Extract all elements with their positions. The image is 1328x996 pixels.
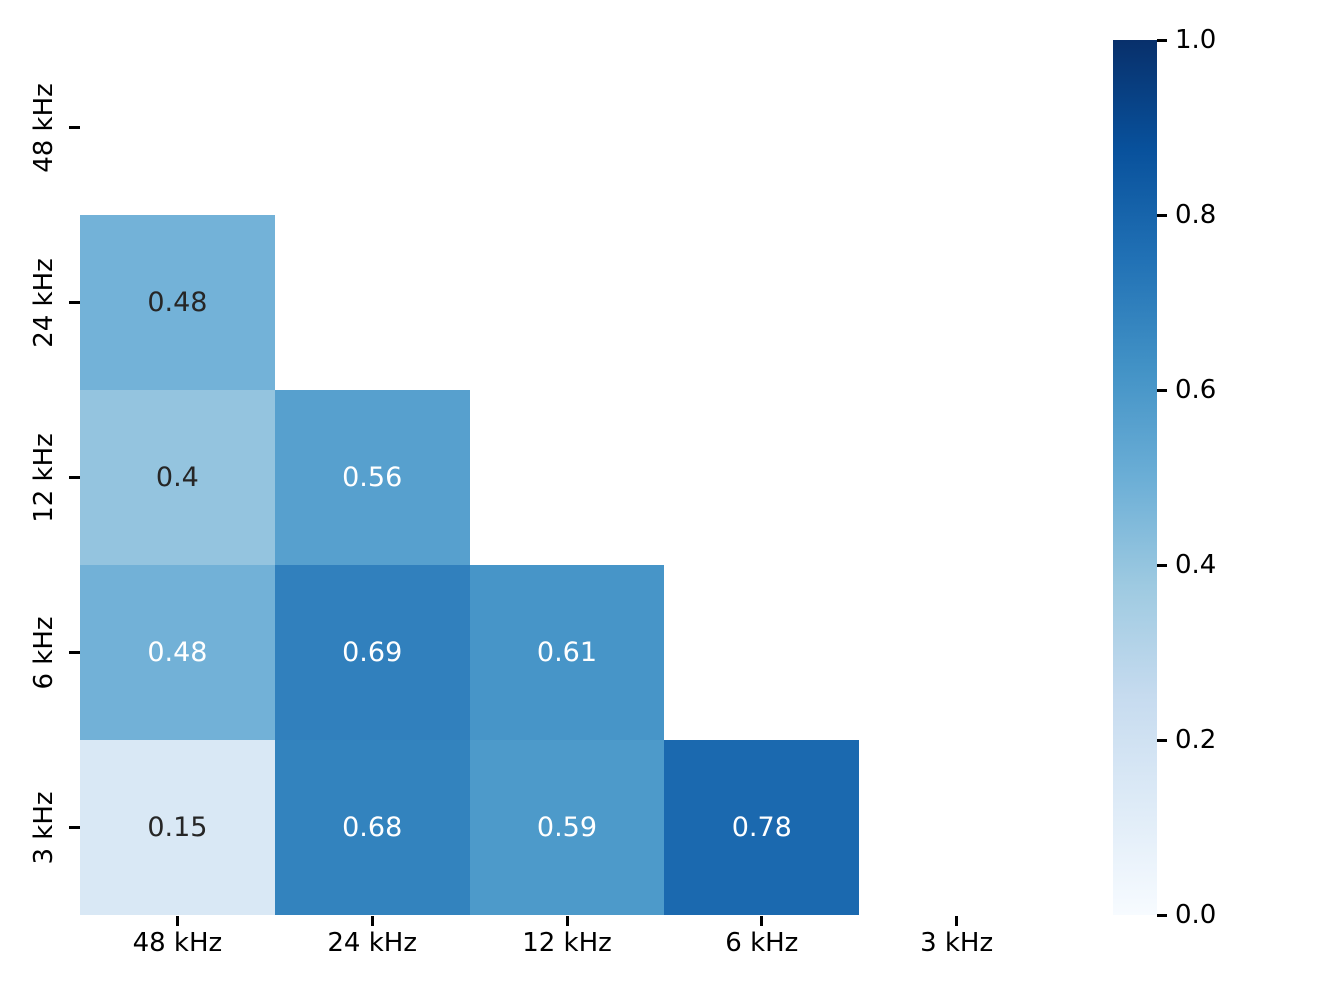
x-tick-mark xyxy=(370,916,374,926)
colorbar-tick-label: 0.8 xyxy=(1175,200,1217,230)
colorbar-tick-label: 1.0 xyxy=(1175,25,1217,55)
colorbar xyxy=(1113,40,1157,915)
heatmap-cell: 0.68 xyxy=(274,740,470,915)
colorbar-tick-mark xyxy=(1157,563,1167,567)
colorbar-tick-label: 0.4 xyxy=(1175,550,1217,580)
x-tick-label: 12 kHz xyxy=(522,928,612,958)
colorbar-tick-label: 0.6 xyxy=(1175,375,1217,405)
heatmap-cell: 0.59 xyxy=(469,740,665,915)
colorbar-tick-label: 0.2 xyxy=(1175,725,1217,755)
heatmap-cell: 0.4 xyxy=(80,390,275,565)
x-tick-mark xyxy=(760,916,764,926)
x-tick-label: 24 kHz xyxy=(327,928,417,958)
heatmap-cell: 0.15 xyxy=(80,740,275,915)
y-tick-mark xyxy=(69,301,80,304)
colorbar-tick-mark xyxy=(1157,913,1167,917)
colorbar-tick-label: 0.0 xyxy=(1175,900,1217,930)
heatmap-cell: 0.61 xyxy=(469,565,665,740)
y-tick-label: 3 kHz xyxy=(29,790,59,865)
y-tick-label: 24 kHz xyxy=(29,257,59,348)
x-tick-label: 6 kHz xyxy=(725,928,799,958)
colorbar-tick-mark xyxy=(1157,738,1167,742)
colorbar-tick-mark xyxy=(1157,38,1167,42)
x-tick-mark xyxy=(175,916,179,926)
y-tick-label: 12 kHz xyxy=(29,432,59,523)
heatmap-cell: 0.48 xyxy=(80,215,275,390)
x-tick-mark xyxy=(955,916,959,926)
y-tick-label: 48 kHz xyxy=(29,82,59,173)
y-tick-mark xyxy=(69,651,80,654)
x-tick-label: 3 kHz xyxy=(920,928,994,958)
y-tick-label: 6 kHz xyxy=(29,615,59,690)
heatmap-cell: 0.69 xyxy=(274,565,470,740)
y-tick-mark xyxy=(69,476,80,479)
colorbar-tick-mark xyxy=(1157,388,1167,392)
heatmap-cell: 0.48 xyxy=(80,565,275,740)
x-tick-mark xyxy=(565,916,569,926)
y-tick-mark xyxy=(69,126,80,129)
colorbar-tick-mark xyxy=(1157,213,1167,217)
x-tick-label: 48 kHz xyxy=(132,928,223,958)
heatmap-cell: 0.56 xyxy=(274,390,470,565)
heatmap-cell: 0.78 xyxy=(664,740,860,915)
y-tick-mark xyxy=(69,826,80,829)
